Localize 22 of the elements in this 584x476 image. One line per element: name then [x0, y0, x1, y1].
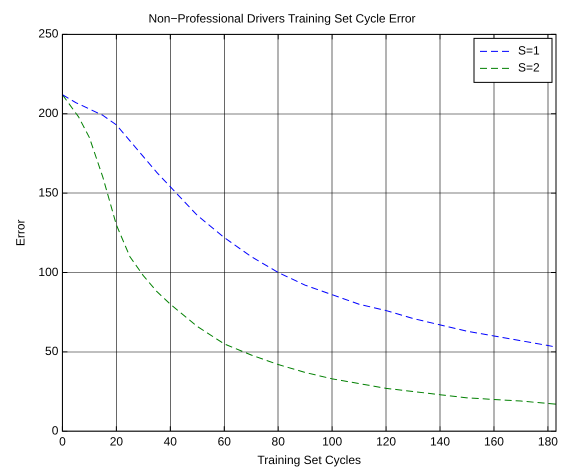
x-tick-label: 80 — [272, 434, 286, 449]
x-tick-label: 120 — [376, 434, 396, 449]
y-tick-label: 200 — [38, 106, 59, 120]
y-tick-label: 100 — [38, 264, 59, 279]
line-series — [62, 94, 556, 348]
legend-label: S=2 — [518, 60, 540, 75]
x-axis-title: Training Set Cycles — [257, 453, 362, 468]
y-tick-label: 150 — [38, 185, 59, 200]
y-tick-label: 250 — [38, 26, 59, 41]
chart-title: Non−Professional Drivers Training Set Cycle Error — [148, 12, 416, 26]
x-tick-label: 40 — [164, 434, 178, 449]
y-tick-label: 0 — [52, 424, 59, 438]
legend-label: S=1 — [518, 44, 540, 58]
x-tick-label: 160 — [484, 434, 504, 449]
y-axis-title: Error — [14, 219, 28, 246]
x-tick-label: 140 — [430, 434, 450, 449]
x-tick-label: 180 — [538, 434, 558, 449]
line-series — [62, 94, 556, 405]
y-tick-label: 50 — [45, 344, 59, 358]
x-tick-label: 20 — [110, 434, 124, 449]
x-tick-label: 60 — [218, 434, 232, 449]
x-tick-label: 100 — [322, 434, 342, 449]
